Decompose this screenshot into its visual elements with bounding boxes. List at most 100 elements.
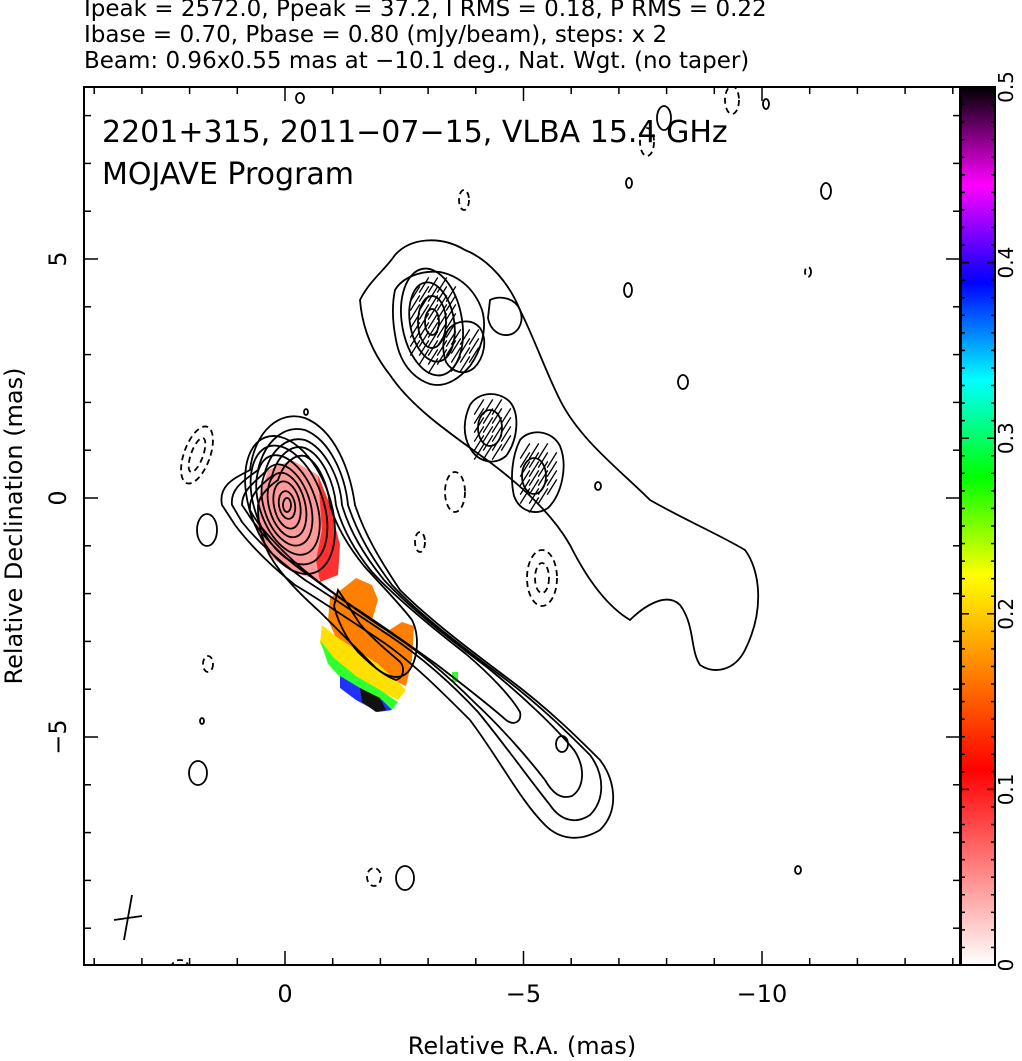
x-tick-label: −5 — [506, 980, 541, 1008]
pol-vector — [418, 331, 430, 347]
pol-jet-black — [360, 688, 386, 712]
contour-core-1 — [244, 435, 336, 575]
contour-core-6 — [272, 480, 302, 530]
pol-vector — [418, 286, 430, 302]
pol-vector — [528, 470, 540, 486]
pol-vector — [418, 313, 430, 329]
polarization-vectors — [409, 277, 558, 513]
pol-vector — [436, 340, 448, 356]
contour-4 — [249, 446, 522, 724]
pol-vector — [482, 435, 494, 451]
pol-vector — [427, 331, 439, 347]
colorbar-tick-label: 0.4 — [994, 247, 1018, 279]
pol-vector — [445, 340, 457, 356]
intensity-contours — [171, 87, 832, 965]
beam-marker — [113, 894, 143, 941]
neg-contour-2 — [187, 437, 207, 473]
pol-vector — [491, 426, 503, 442]
neg-contour-8 — [366, 867, 382, 887]
pol-vector — [409, 340, 421, 356]
pol-vector — [519, 461, 531, 477]
contour-blob-14 — [199, 717, 205, 725]
x-tick-label: 0 — [277, 980, 292, 1008]
contour-blob-11 — [623, 282, 633, 298]
pol-vector — [473, 417, 485, 433]
plot-subtitle: MOJAVE Program — [102, 157, 354, 192]
contour-blob-8 — [295, 92, 305, 104]
pol-vector — [537, 443, 549, 459]
contour-3 — [241, 438, 583, 798]
neg-contour-10 — [724, 87, 740, 115]
colorbar-tick-label: 0 — [994, 959, 1018, 972]
plot-title: 2201+315, 2011−07−15, VLBA 15.4 GHz — [102, 115, 728, 150]
contour-knot-a4 — [424, 308, 440, 336]
contour-blob-15 — [303, 408, 309, 416]
pol-vector — [500, 408, 512, 424]
contour-knot-c-inner — [477, 409, 503, 447]
contour-blob-12 — [794, 865, 802, 875]
pol-vector — [445, 331, 457, 347]
contour-core-3 — [255, 454, 321, 556]
pol-vector — [546, 479, 558, 495]
pol-vector — [528, 497, 540, 513]
pol-vector — [418, 295, 430, 311]
pol-vector — [427, 304, 439, 320]
pol-vector — [427, 322, 439, 338]
colorbar-ticks — [961, 103, 995, 949]
pol-vector — [418, 322, 430, 338]
contour-outer — [220, 415, 615, 839]
pol-vector — [450, 338, 462, 354]
contour-2 — [231, 428, 603, 822]
contour-core-7 — [277, 490, 297, 520]
colorbar-tick-labels: 0 0.1 0.2 0.3 0.4 0.5 — [994, 71, 1018, 971]
pol-vector — [427, 313, 439, 329]
contour-blob-1 — [196, 513, 218, 547]
pol-vector — [409, 295, 421, 311]
pol-vector — [473, 435, 485, 451]
neg-contour-4 — [534, 562, 550, 594]
y-tick-label: 5 — [44, 251, 72, 266]
pol-vector — [445, 295, 457, 311]
pol-vector — [450, 347, 462, 363]
pol-vector — [445, 322, 457, 338]
pol-vector — [459, 347, 471, 363]
pol-vector — [537, 488, 549, 504]
pol-vector — [537, 479, 549, 495]
beam-minor-axis — [113, 915, 143, 921]
contour-plume-inner — [391, 270, 485, 386]
contour-core-8 — [282, 497, 292, 513]
contour-6 — [333, 587, 404, 681]
pol-vector — [537, 461, 549, 477]
pol-vector — [519, 452, 531, 468]
contour-blob-4 — [555, 735, 569, 753]
pol-vector — [459, 329, 471, 345]
pol-vector — [418, 340, 430, 356]
colorbar-tick-label: 0.3 — [994, 422, 1018, 454]
pol-vector — [473, 444, 485, 460]
pol-vector — [482, 408, 494, 424]
contour-knot-a1 — [400, 267, 464, 377]
pol-vector — [482, 399, 494, 415]
pol-vector — [519, 443, 531, 459]
contour-knot-c — [463, 393, 518, 463]
pol-vector — [491, 444, 503, 460]
pol-vector — [436, 313, 448, 329]
pol-vector — [546, 452, 558, 468]
pol-vector — [491, 417, 503, 433]
negative-contours — [171, 87, 812, 965]
y-tick-label: −5 — [44, 719, 72, 754]
pol-vector — [468, 338, 480, 354]
pol-vector — [468, 329, 480, 345]
pol-vector — [427, 286, 439, 302]
pol-vector — [427, 295, 439, 311]
pol-vector — [473, 426, 485, 442]
colorbar-tick-label: 0.5 — [994, 71, 1018, 103]
contour-5 — [257, 454, 418, 678]
pol-vector — [528, 479, 540, 495]
pol-isolated-pixel — [452, 672, 458, 682]
pol-jet-yellow — [320, 625, 406, 700]
neg-contour-9 — [639, 127, 655, 157]
contour-blob-10 — [762, 98, 770, 110]
pol-vector — [537, 470, 549, 486]
